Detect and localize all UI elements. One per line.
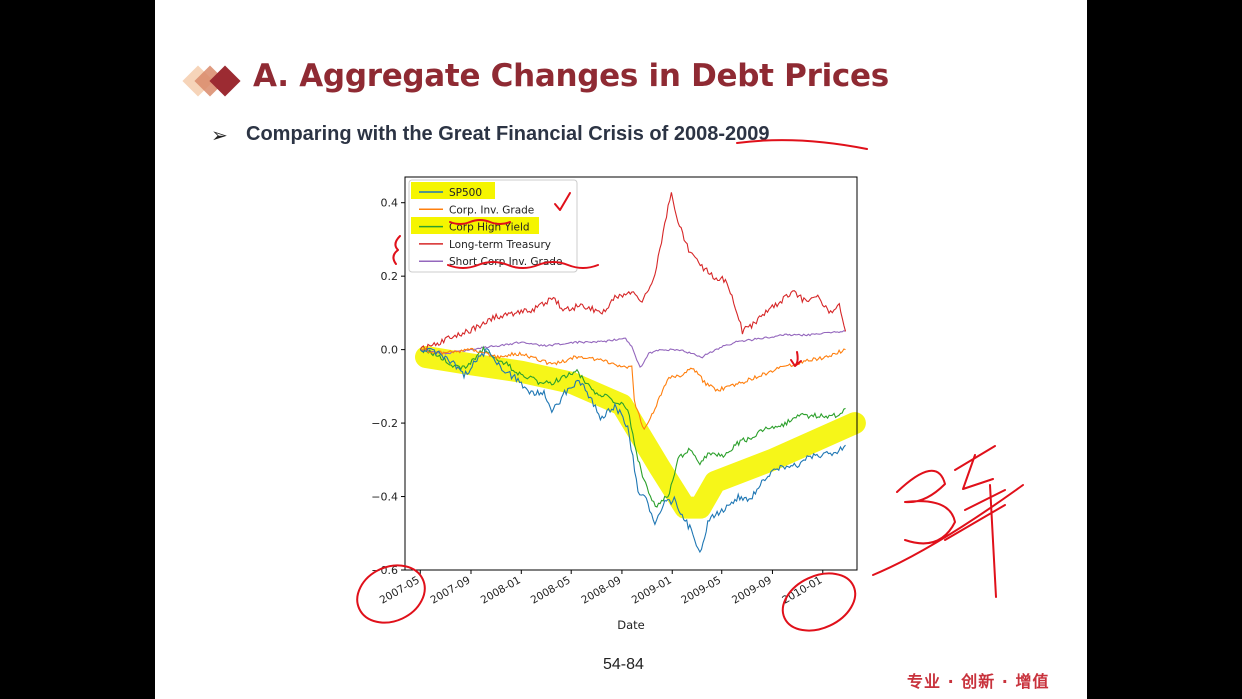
- x-tick-label: 2008-01: [479, 574, 523, 606]
- bullet-arrow-icon: ➢: [211, 123, 228, 147]
- legend-highlight: [411, 217, 539, 234]
- slide: A. Aggregate Changes in Debt Prices ➢ Co…: [155, 0, 1087, 699]
- series-line-sp500: [419, 347, 846, 554]
- y-tick-label: −0.4: [371, 491, 398, 504]
- series-line-long-term-treasury: [419, 192, 847, 351]
- underline-annotation: [449, 219, 511, 225]
- brand-slogan: 专业 · 创新 · 增值: [907, 672, 1050, 691]
- handwritten-annotation: [872, 445, 1024, 598]
- bracket-annotation: [392, 235, 401, 265]
- circle-annotation: [356, 564, 426, 624]
- plot-frame: [404, 176, 858, 571]
- x-tick-label: 2010-01: [780, 574, 824, 606]
- legend-label: Corp High Yield: [449, 222, 530, 234]
- y-tick-label: −0.6: [371, 564, 398, 577]
- x-tick-label: 2007-05: [378, 574, 422, 606]
- x-tick-label: 2009-01: [630, 574, 674, 606]
- x-tick-label: 2008-05: [529, 574, 573, 606]
- x-tick-label: 2009-05: [679, 574, 723, 606]
- underline-annotation: [447, 261, 599, 269]
- series-line-short-corp-inv-grade: [420, 330, 846, 368]
- x-tick-label: 2007-09: [428, 574, 472, 606]
- legend-highlight: [411, 182, 495, 199]
- slide-subtitle: Comparing with the Great Financial Crisi…: [246, 123, 770, 145]
- highlight-annotation: [415, 346, 866, 519]
- arrow-annotation: [790, 351, 802, 367]
- y-tick-label: 0.2: [381, 270, 399, 283]
- legend-label: SP500: [449, 187, 482, 199]
- x-tick-label: 2008-09: [579, 574, 623, 606]
- legend-label: Long-term Treasury: [449, 239, 551, 251]
- legend-label: Corp. Inv. Grade: [449, 204, 534, 216]
- underline-annotation: [736, 139, 868, 150]
- page-number: 54-84: [603, 656, 644, 673]
- x-tick-label: 2009-09: [730, 574, 774, 606]
- y-tick-label: 0.0: [381, 344, 399, 357]
- circle-annotation: [781, 572, 857, 632]
- check-mark-annotation: [554, 192, 571, 211]
- x-axis-label: Date: [617, 618, 645, 632]
- slide-title: A. Aggregate Changes in Debt Prices: [253, 58, 889, 94]
- y-tick-label: 0.4: [381, 197, 399, 210]
- y-tick-label: −0.2: [371, 417, 398, 430]
